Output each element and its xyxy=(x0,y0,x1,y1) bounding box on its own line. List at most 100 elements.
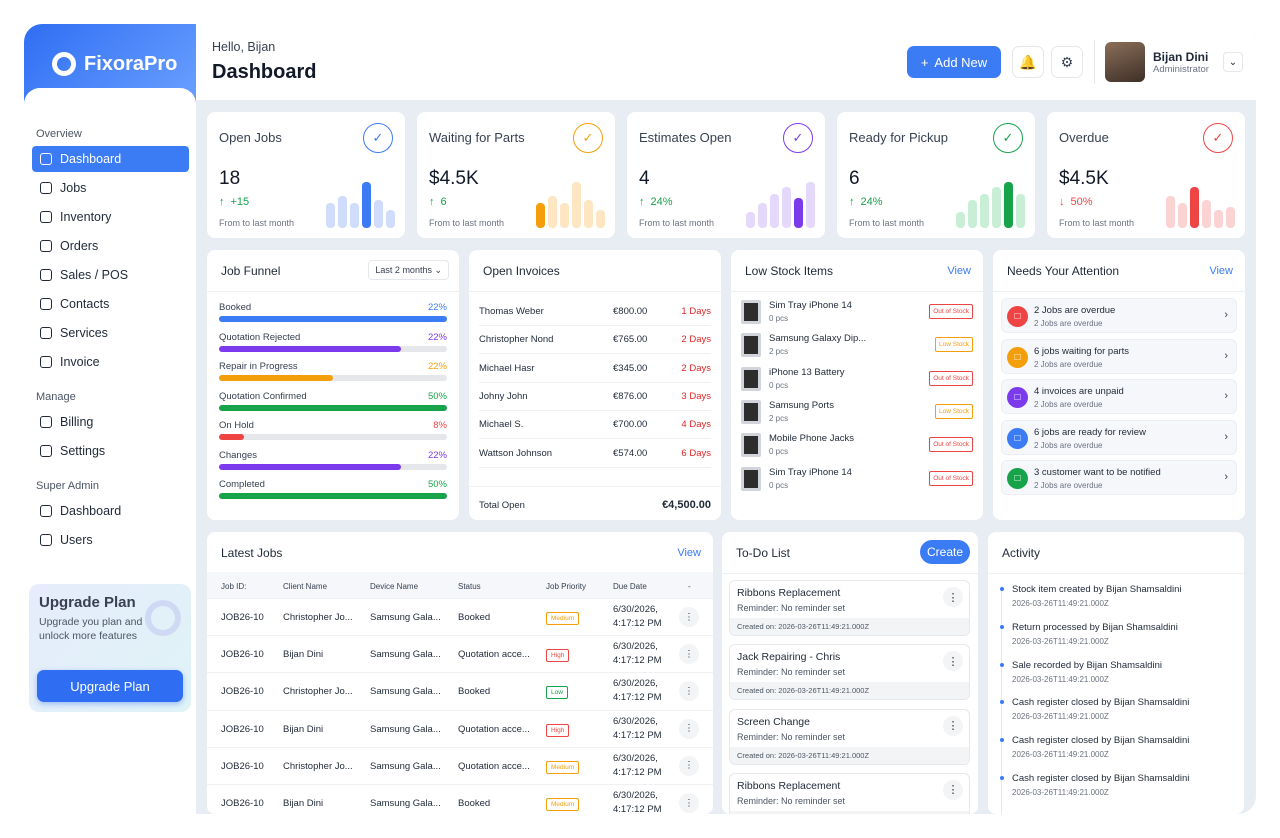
chevron-down-icon[interactable]: ⌄ xyxy=(1222,52,1243,72)
todo-created: Created on: 2026-03-26T11:49:21.000Z xyxy=(730,618,969,635)
notifications-button[interactable]: 🔔 xyxy=(1012,46,1044,78)
activity-item: Stock item created by Bijan Shamsaldini 2… xyxy=(1000,584,1242,608)
invoice-client: Wattson Johnson xyxy=(479,447,553,459)
activity-date: 2026-03-26T11:49:21.000Z xyxy=(1012,788,1109,797)
user-menu[interactable]: Bijan Dini Administrator ⌄ xyxy=(1094,40,1254,84)
low-stock-item[interactable]: iPhone 13 Battery 0 pcs Out of Stock xyxy=(741,363,973,395)
table-row[interactable]: JOB26-10 Bijan Dini Samsung Gala... Quotati… xyxy=(207,635,713,672)
more-options-icon[interactable]: ⋮ xyxy=(943,587,963,607)
funnel-label: On Hold xyxy=(219,420,254,431)
table-header-cell: - xyxy=(688,582,691,591)
plus-icon: + xyxy=(920,54,929,70)
sidebar-item-settings[interactable]: Settings xyxy=(32,438,189,464)
more-options-icon[interactable]: ⋮ xyxy=(679,793,699,813)
settings-button[interactable]: ⚙ xyxy=(1051,46,1083,78)
table-row[interactable]: JOB26-10 Christopher Jo... Samsung Gala...… xyxy=(207,746,713,784)
activity-text: Return processed by Bijan Shamsaldini xyxy=(1012,621,1178,633)
product-qty: 2 pcs xyxy=(769,347,789,357)
funnel-row: Changes 22% xyxy=(219,450,447,472)
invoice-row[interactable]: Thomas Weber €800.00 1 Days xyxy=(479,298,711,326)
sidebar-item-label: Sales / POS xyxy=(60,268,129,282)
sidebar-item-billing[interactable]: Billing xyxy=(32,409,189,435)
attention-item[interactable]: □ 6 jobs are ready for review 2 Jobs are o… xyxy=(1001,419,1237,455)
todo-item[interactable]: Ribbons Replacement Reminder: No reminder… xyxy=(729,580,970,636)
stat-card-overdue: Overdue ✓ $4.5K ↓ 50% From to last month xyxy=(1047,112,1245,238)
chevron-right-icon: › xyxy=(1224,349,1228,362)
latest-jobs-view-link[interactable]: View xyxy=(677,547,701,559)
product-thumbnail xyxy=(741,333,761,358)
table-row[interactable]: JOB26-10 Christopher Jo... Samsung Gala...… xyxy=(207,598,713,635)
create-todo-button[interactable]: Create xyxy=(920,540,970,564)
mini-bar xyxy=(596,209,605,228)
attention-item[interactable]: □ 2 Jobs are overdue 2 Jobs are overdue › xyxy=(1001,298,1237,333)
invoice-row[interactable]: Michael Hasr €345.00 2 Days xyxy=(479,355,711,383)
sidebar-item-invoice[interactable]: Invoice xyxy=(32,349,189,375)
table-row[interactable]: JOB26-10 Bijan Dini Samsung Gala... Quotati… xyxy=(207,709,713,747)
stat-value: 6 xyxy=(849,168,860,189)
sidebar-item-dashboard[interactable]: Dashboard xyxy=(32,146,189,172)
funnel-filter-select[interactable]: Last 2 months ⌄ xyxy=(368,260,449,280)
sidebar-item-services[interactable]: Services xyxy=(32,320,189,346)
timeline-dot xyxy=(1000,662,1004,667)
table-row[interactable]: JOB26-10 Bijan Dini Samsung Gala... Booked M… xyxy=(207,784,713,814)
invoice-row[interactable]: Michael S. €700.00 4 Days xyxy=(479,411,711,440)
check-circle-icon: ✓ xyxy=(573,123,603,153)
sidebar-item-users[interactable]: Users xyxy=(32,527,189,553)
low-stock-item[interactable]: Mobile Phone Jacks 0 pcs Out of Stock xyxy=(741,429,973,461)
upgrade-plan-button[interactable]: Upgrade Plan xyxy=(37,670,183,702)
mini-bar xyxy=(980,193,989,228)
sidebar-item-jobs[interactable]: Jobs xyxy=(32,175,189,201)
mini-bar xyxy=(758,202,767,228)
server-icon xyxy=(40,327,52,339)
activity-item: Cash register closed by Bijan Shamsaldin… xyxy=(1000,697,1242,721)
divider xyxy=(722,573,978,574)
more-options-icon[interactable]: ⋮ xyxy=(679,755,699,776)
low-stock-item[interactable]: Samsung Galaxy Dip... 2 pcs Low Stock xyxy=(741,329,973,361)
todo-title: Ribbons Replacement xyxy=(737,587,841,599)
more-options-icon[interactable]: ⋮ xyxy=(679,718,699,739)
stat-subtext: From to last month xyxy=(429,218,505,228)
funnel-row: Quotation Rejected 22% xyxy=(219,332,447,354)
sidebar-item-inventory[interactable]: Inventory xyxy=(32,204,189,230)
add-new-button[interactable]: + Add New xyxy=(907,46,1001,78)
mini-bar xyxy=(968,200,977,228)
product-name: Samsung Galaxy Dip... xyxy=(769,333,867,345)
sidebar-item-orders[interactable]: Orders xyxy=(32,233,189,259)
low-stock-view-link[interactable]: View xyxy=(947,265,971,277)
chevron-right-icon: › xyxy=(1224,309,1228,321)
invoice-row[interactable]: Johny John €876.00 3 Days xyxy=(479,383,711,411)
todo-item[interactable]: Screen Change Reminder: No reminder set Cr… xyxy=(729,708,970,765)
attention-item[interactable]: □ 4 invoices are unpaid 2 Jobs are overdue… xyxy=(1001,379,1237,414)
invoice-row[interactable]: Wattson Johnson €574.00 6 Days xyxy=(479,440,711,468)
sidebar-nav: Overview Dashboard Jobs Inventory Orders Sale… xyxy=(24,88,196,578)
stat-value: $4.5K xyxy=(1059,168,1109,189)
table-row[interactable]: JOB26-10 Christopher Jo... Samsung Gala...… xyxy=(207,672,713,709)
attention-view-link[interactable]: View xyxy=(1209,265,1233,277)
funnel-row: Repair in Progress 22% xyxy=(219,361,447,383)
more-options-icon[interactable]: ⋮ xyxy=(943,715,963,736)
invoice-row[interactable]: Christopher Nond €765.00 2 Days xyxy=(479,326,711,355)
low-stock-item[interactable]: Sim Tray iPhone 14 0 pcs Out of Stock xyxy=(741,296,973,328)
attention-item[interactable]: □ 6 jobs waiting for parts 2 Jobs are over… xyxy=(1001,338,1237,374)
sidebar-item-label: Invoice xyxy=(60,355,100,369)
attention-item[interactable]: □ 3 customer want to be notified 2 Jobs ar… xyxy=(1001,460,1237,495)
sidebar-item-contacts[interactable]: Contacts xyxy=(32,291,189,317)
mini-bar xyxy=(560,202,569,228)
more-options-icon[interactable]: ⋮ xyxy=(679,681,699,702)
todo-item[interactable]: Ribbons Replacement Reminder: No reminder… xyxy=(729,772,970,814)
todo-created: Created on: 2026-03-26T11:49:21.000Z xyxy=(730,810,969,814)
more-options-icon[interactable]: ⋮ xyxy=(679,644,699,665)
more-options-icon[interactable]: ⋮ xyxy=(943,651,963,672)
job-id: JOB26-10 xyxy=(221,612,264,623)
low-stock-item[interactable]: Samsung Ports 2 pcs Low Stock xyxy=(741,396,973,428)
job-status: Booked xyxy=(458,686,491,698)
more-options-icon[interactable]: ⋮ xyxy=(943,779,963,800)
open-invoices-card: Open Invoices Thomas Weber €800.00 1 Days C… xyxy=(469,250,721,520)
low-stock-item[interactable]: Sim Tray iPhone 14 0 pcs Out of Stock xyxy=(741,463,973,495)
more-options-icon[interactable]: ⋮ xyxy=(679,607,699,627)
sidebar-item-sales-pos[interactable]: Sales / POS xyxy=(32,262,189,288)
sidebar-item-dashboard[interactable]: Dashboard xyxy=(32,498,189,524)
table-header-cell: Status xyxy=(458,582,481,591)
todo-title: Screen Change xyxy=(737,715,810,728)
todo-item[interactable]: Jack Repairing - Chris Reminder: No remin… xyxy=(729,644,970,701)
